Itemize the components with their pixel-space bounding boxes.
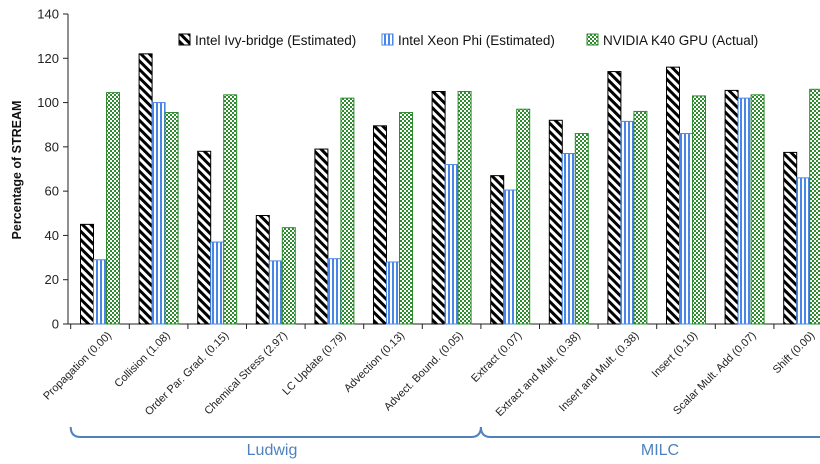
bar-hatch-11 xyxy=(724,89,739,325)
group-bracket xyxy=(479,426,820,438)
bar-checker-4 xyxy=(340,97,355,325)
bar-hatch-4 xyxy=(314,148,329,325)
bar-hatch-1 xyxy=(138,53,153,325)
bar-stripes-9 xyxy=(620,120,635,325)
legend-swatch-stripes xyxy=(381,33,394,46)
x-tick-label: Advection (0.13) xyxy=(342,330,407,395)
bar-stripes-3 xyxy=(268,260,283,325)
bar-hatch-0 xyxy=(80,223,94,325)
bar-checker-1 xyxy=(164,112,179,325)
y-tick-label: 140 xyxy=(37,7,59,22)
bar-stripes-2 xyxy=(210,241,225,325)
x-tick-label: Extract (0.07) xyxy=(469,330,524,385)
bar-checker-8 xyxy=(574,133,589,325)
bar-checker-11 xyxy=(750,94,765,325)
legend-entry: Intel Ivy-bridge (Estimated) xyxy=(195,33,356,48)
y-tick-label: 60 xyxy=(45,184,59,199)
bar-stripes-8 xyxy=(561,153,576,325)
y-axis-label: Percentage of STREAM xyxy=(10,101,24,240)
y-tick-label: 40 xyxy=(45,228,59,243)
bar-hatch-6 xyxy=(431,91,446,325)
legend-entry: NVIDIA K40 GPU (Actual) xyxy=(603,33,758,48)
bar-checker-2 xyxy=(223,94,238,325)
bar-stripes-12 xyxy=(796,177,811,325)
legend-swatch-checker xyxy=(586,33,599,46)
bar-hatch-12 xyxy=(783,151,798,325)
group-label: MILC xyxy=(641,442,679,459)
y-tick-label: 0 xyxy=(52,317,59,332)
x-tick-label: Insert (0.10) xyxy=(650,330,700,380)
y-tick-label: 100 xyxy=(37,95,59,110)
legend-swatch-hatch xyxy=(178,33,191,46)
bar-stripes-10 xyxy=(679,133,693,325)
bar-checker-10 xyxy=(692,95,706,325)
bar-hatch-8 xyxy=(548,119,563,325)
bar-hatch-3 xyxy=(255,215,270,325)
bar-checker-6 xyxy=(457,91,472,325)
bar-hatch-10 xyxy=(666,66,680,325)
y-tick-label: 80 xyxy=(45,139,59,154)
bar-stripes-1 xyxy=(151,102,166,325)
bar-stripes-4 xyxy=(327,258,342,325)
bar-checker-0 xyxy=(106,92,120,325)
group-label: Ludwig xyxy=(247,442,298,459)
bar-checker-12 xyxy=(809,88,820,325)
bar-checker-9 xyxy=(633,110,648,325)
bar-stripes-7 xyxy=(503,189,518,325)
bar-hatch-9 xyxy=(607,71,622,325)
y-tick-label: 20 xyxy=(45,272,59,287)
legend-entry: Intel Xeon Phi (Estimated) xyxy=(398,33,555,48)
bar-hatch-5 xyxy=(373,125,387,325)
x-tick-label: Shift (0.00) xyxy=(771,330,818,377)
bar-stripes-11 xyxy=(737,97,752,325)
bar-checker-7 xyxy=(516,108,531,325)
group-bracket xyxy=(69,426,482,438)
bar-stripes-5 xyxy=(386,261,400,325)
bar-stripes-6 xyxy=(444,164,459,325)
bar-hatch-7 xyxy=(490,175,505,325)
bar-stripes-0 xyxy=(93,259,107,325)
bar-hatch-2 xyxy=(197,150,212,325)
bar-checker-5 xyxy=(399,112,413,325)
y-tick-label: 120 xyxy=(37,51,59,66)
bar-checker-3 xyxy=(281,227,296,325)
x-tick-label: Propagation (0.00) xyxy=(41,330,114,403)
x-tick-label: LC Update (0.79) xyxy=(280,330,348,398)
x-tick-label: Collision (1.08) xyxy=(112,330,172,390)
